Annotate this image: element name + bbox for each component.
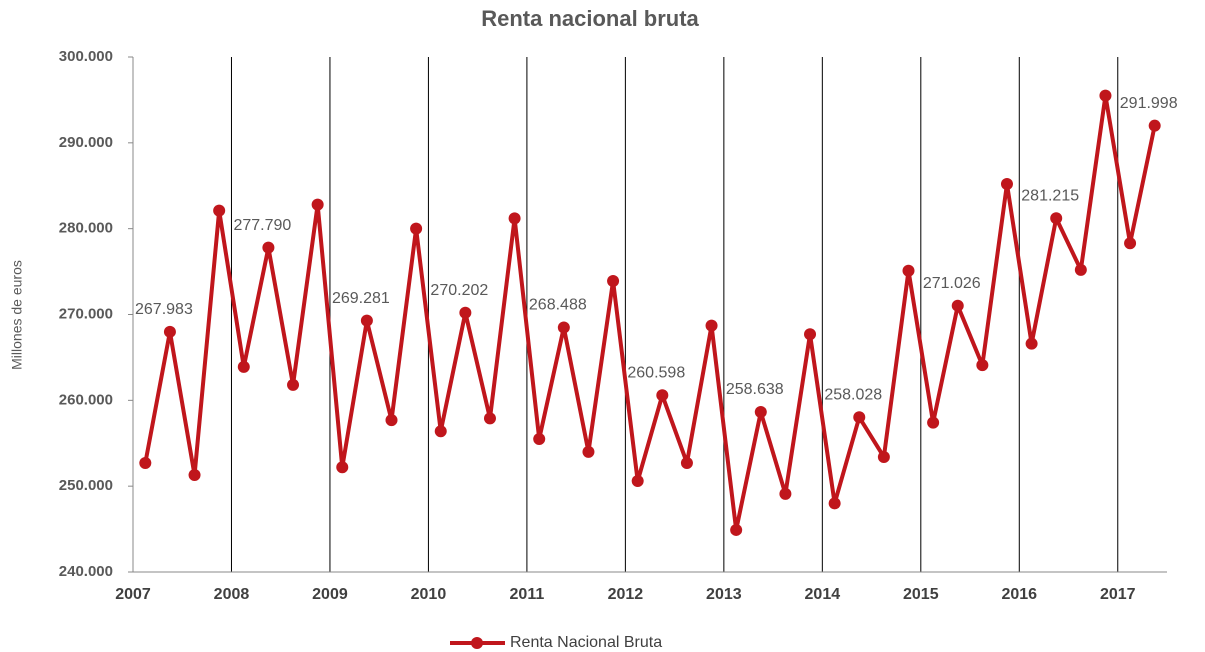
point xyxy=(459,306,472,319)
x-tick-label: 2015 xyxy=(903,586,939,603)
point xyxy=(730,523,743,536)
point xyxy=(754,406,767,419)
point xyxy=(1074,263,1087,276)
y-tick-label: 260.000 xyxy=(59,391,113,408)
chart-title: Renta nacional bruta xyxy=(481,6,699,31)
point xyxy=(656,389,669,402)
point xyxy=(631,475,644,488)
x-tick-label: 2008 xyxy=(214,586,250,603)
y-tick-label: 280.000 xyxy=(59,220,113,237)
y-axis-label: Millones de euros xyxy=(9,260,25,370)
point xyxy=(1000,178,1013,191)
point xyxy=(1124,237,1137,250)
x-tick-label: 2017 xyxy=(1100,586,1136,603)
data-label: 267.983 xyxy=(135,301,193,318)
series-line xyxy=(143,93,1157,532)
point xyxy=(853,411,866,424)
point xyxy=(237,360,250,373)
x-tick-label: 2014 xyxy=(805,586,841,603)
legend-marker xyxy=(471,637,483,649)
point xyxy=(360,314,373,327)
point xyxy=(828,497,841,510)
point xyxy=(385,414,398,427)
point xyxy=(582,445,595,458)
data-label: 270.202 xyxy=(430,282,488,299)
point xyxy=(188,469,201,482)
point xyxy=(139,456,152,469)
data-label: 260.598 xyxy=(627,364,685,381)
y-tick-label: 290.000 xyxy=(59,134,113,151)
point xyxy=(508,212,521,225)
point xyxy=(287,378,300,391)
y-tick-label: 250.000 xyxy=(59,477,113,494)
point xyxy=(533,432,546,445)
data-label: 258.028 xyxy=(824,386,882,403)
point xyxy=(976,359,989,372)
y-tick-label: 240.000 xyxy=(59,563,113,580)
point xyxy=(1099,89,1112,102)
x-tick-label: 2007 xyxy=(115,586,151,603)
point xyxy=(163,325,176,338)
point xyxy=(311,198,324,211)
point xyxy=(213,204,226,217)
data-label: 268.488 xyxy=(529,297,587,314)
point xyxy=(927,416,940,429)
point xyxy=(557,321,570,334)
data-label: 277.790 xyxy=(233,217,291,234)
point xyxy=(434,425,447,438)
data-label: 269.281 xyxy=(332,290,390,307)
y-tick-label: 270.000 xyxy=(59,305,113,322)
legend-label: Renta Nacional Bruta xyxy=(510,634,662,651)
data-label: 291.998 xyxy=(1120,95,1178,112)
x-tick-label: 2010 xyxy=(411,586,447,603)
data-label: 258.638 xyxy=(726,381,784,398)
x-tick-label: 2016 xyxy=(1001,586,1037,603)
point xyxy=(410,222,423,235)
point xyxy=(607,275,620,288)
point xyxy=(951,299,964,312)
point xyxy=(1025,337,1038,350)
point xyxy=(680,456,693,469)
x-tick-label: 2012 xyxy=(608,586,644,603)
point xyxy=(336,461,349,474)
point xyxy=(877,450,890,463)
x-tick-label: 2011 xyxy=(510,586,545,603)
point xyxy=(1148,119,1161,132)
point xyxy=(483,412,496,425)
data-label: 281.215 xyxy=(1021,187,1079,204)
point xyxy=(902,264,915,277)
y-tick-label: 300.000 xyxy=(59,48,113,65)
point xyxy=(804,328,817,341)
point xyxy=(262,241,275,254)
x-tick-label: 2013 xyxy=(706,586,742,603)
data-label: 271.026 xyxy=(923,275,981,292)
point xyxy=(705,319,718,332)
point xyxy=(1050,212,1063,225)
x-tick-label: 2009 xyxy=(312,586,348,603)
point xyxy=(779,487,792,500)
